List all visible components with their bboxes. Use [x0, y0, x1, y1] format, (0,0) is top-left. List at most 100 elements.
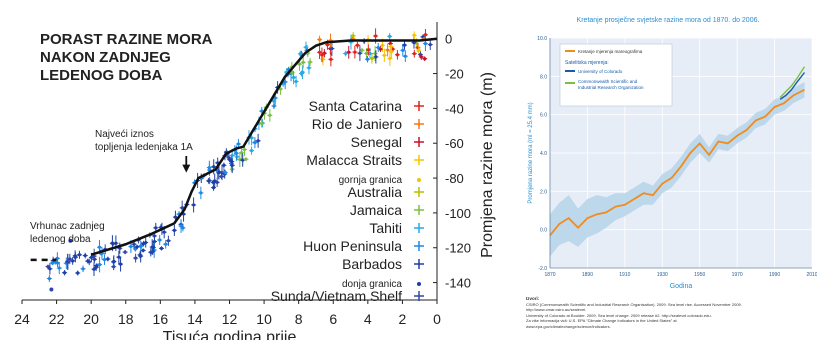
legend-label: Malacca Straits	[306, 152, 402, 168]
data-point	[365, 57, 370, 61]
chart-title-line: LEDENOG DOBA	[40, 67, 163, 84]
data-point	[207, 179, 211, 183]
x-tick-label: 1870	[544, 272, 555, 278]
data-point	[71, 259, 75, 263]
data-point	[253, 141, 257, 145]
y-tick-label: 4.0	[540, 151, 547, 157]
data-point	[283, 80, 287, 84]
data-point	[207, 166, 211, 170]
data-point	[351, 34, 355, 38]
data-point	[330, 46, 334, 51]
data-point	[344, 51, 348, 56]
data-point	[329, 57, 333, 61]
y-tick-label: -40	[445, 101, 464, 116]
x-axis-label: Godina	[670, 283, 693, 290]
data-point	[260, 109, 264, 113]
legend-subtitle: Satelitska mjerenja:	[565, 60, 609, 66]
data-point	[376, 45, 380, 50]
data-point	[260, 121, 264, 125]
data-point	[294, 79, 298, 84]
trend-curve-solid	[90, 37, 438, 256]
data-point	[272, 104, 276, 108]
data-point	[412, 41, 416, 45]
data-point	[212, 165, 216, 169]
x-tick-label: 4	[364, 311, 372, 327]
data-point	[192, 203, 196, 207]
legend-label: Commonwealth Scientific and	[578, 79, 638, 84]
chart-title: Kretanje prosječne svjetske razine mora …	[577, 17, 760, 24]
data-point	[162, 230, 166, 234]
legend-marker	[417, 282, 421, 286]
data-point	[402, 43, 407, 47]
data-point	[141, 242, 146, 246]
data-point	[373, 34, 378, 38]
data-point	[423, 42, 428, 46]
legend-label: Santa Catarina	[309, 98, 403, 114]
data-point	[388, 56, 392, 60]
data-point	[110, 241, 114, 245]
data-point	[318, 37, 322, 42]
x-tick-label: 2	[399, 311, 407, 327]
data-point	[307, 66, 311, 70]
data-point	[219, 174, 224, 179]
x-tick-label: 1990	[769, 272, 780, 278]
data-point	[223, 170, 227, 174]
data-point	[159, 246, 164, 250]
x-tick-label: 24	[14, 311, 30, 327]
data-point	[256, 139, 260, 143]
data-point	[117, 255, 121, 259]
data-point	[228, 158, 232, 162]
data-point	[211, 186, 216, 190]
legend-label: University of Colorado	[578, 69, 623, 74]
legend-label: Australia	[348, 184, 403, 200]
data-point	[299, 71, 304, 76]
data-point	[297, 62, 302, 66]
data-point	[50, 261, 55, 265]
y-tick-label: -140	[445, 276, 471, 291]
data-point	[217, 171, 221, 175]
data-point	[46, 264, 50, 269]
data-point	[380, 43, 385, 47]
data-point	[428, 42, 432, 47]
annotation-arrowhead	[182, 164, 191, 173]
data-point	[389, 44, 393, 49]
trend-curve	[30, 37, 438, 262]
data-point	[57, 266, 61, 270]
annotations: Najveći iznos topljenja ledenjaka 1A Vrhun…	[30, 129, 193, 245]
data-point	[423, 57, 427, 61]
data-point	[55, 261, 60, 265]
data-point	[249, 149, 254, 153]
x-tick-label: 12	[222, 311, 238, 327]
data-point	[364, 51, 369, 55]
data-point	[86, 259, 90, 263]
data-point	[382, 53, 386, 57]
annotation-text: topljenja ledenjaka 1A	[95, 142, 193, 153]
x-tick-label: 10	[256, 311, 272, 327]
data-point	[236, 142, 241, 146]
data-point	[62, 271, 67, 275]
annotation-text: ledenog doba	[30, 234, 91, 245]
series-line	[779, 66, 806, 98]
y-axis-label: Promjena razine mora (ml = 25.4 mm)	[528, 102, 534, 203]
data-point	[166, 239, 170, 243]
data-point	[211, 180, 215, 185]
x-tick-label: 1890	[582, 272, 593, 278]
data-point	[308, 60, 312, 64]
x-tick-label: 6	[329, 311, 337, 327]
legend-label: gornja granica	[339, 175, 403, 186]
y-tick-label: 0	[445, 32, 452, 47]
data-point	[268, 113, 272, 117]
data-point	[322, 51, 326, 55]
data-point	[419, 55, 423, 59]
data-point	[391, 47, 395, 51]
data-point	[395, 53, 400, 57]
x-tick-label: 16	[153, 311, 169, 327]
y-tick-label: -80	[445, 171, 464, 186]
data-point	[304, 45, 308, 49]
x-tick-label: 8	[295, 311, 303, 327]
legend-label: Kretanje mjerenja mareografima	[578, 49, 643, 54]
x-tick-label: 1910	[619, 272, 630, 278]
data-point	[83, 253, 87, 258]
